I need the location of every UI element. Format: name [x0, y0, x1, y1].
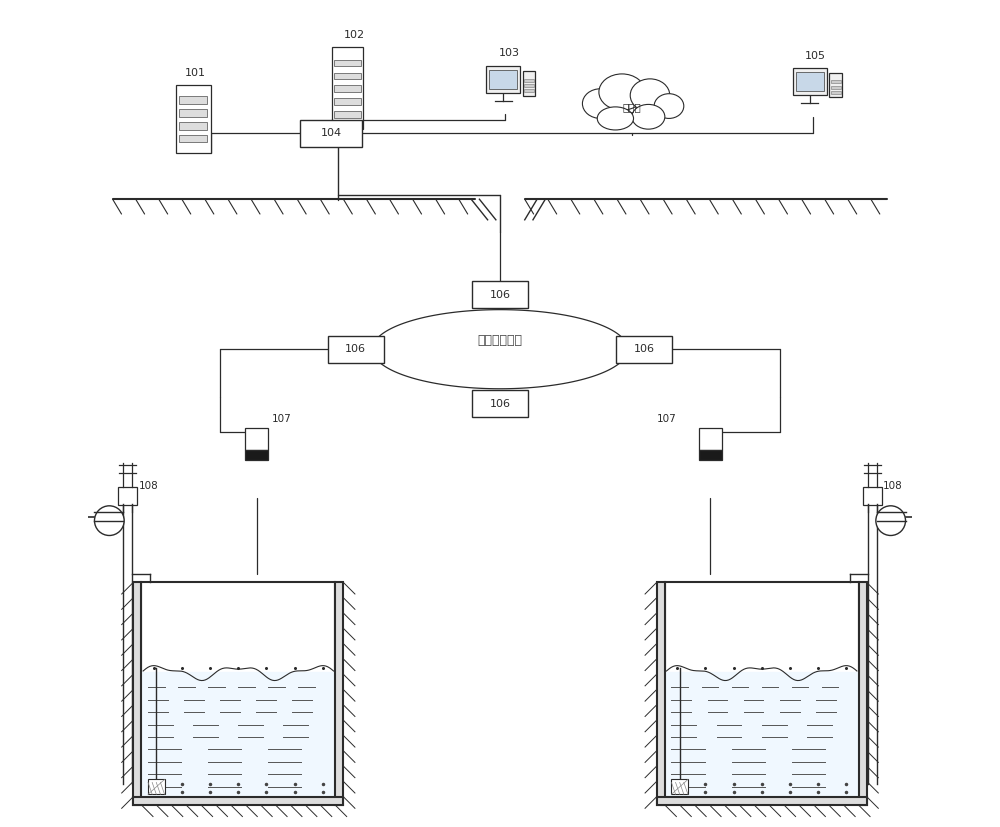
Circle shape	[94, 506, 124, 536]
Bar	[671, 780, 688, 794]
Text: 108: 108	[139, 481, 159, 491]
Bar	[335, 582, 343, 805]
Text: 106: 106	[490, 289, 511, 300]
Bar	[657, 582, 665, 805]
Bar	[829, 73, 842, 98]
Bar	[523, 71, 535, 96]
Ellipse shape	[654, 93, 684, 118]
Circle shape	[876, 506, 906, 536]
Bar	[179, 122, 207, 130]
Ellipse shape	[597, 107, 634, 130]
Bar	[486, 66, 520, 93]
Ellipse shape	[630, 79, 670, 112]
Text: 102: 102	[343, 31, 365, 41]
Bar	[118, 487, 137, 505]
Bar	[179, 135, 207, 142]
Text: 互联网: 互联网	[623, 102, 641, 112]
Bar	[334, 85, 361, 92]
Bar	[489, 70, 517, 89]
Bar	[863, 487, 882, 505]
Bar	[179, 96, 207, 104]
Bar	[334, 111, 361, 117]
Bar	[334, 73, 361, 79]
Bar	[796, 72, 824, 91]
Text: 104: 104	[320, 128, 342, 138]
Bar	[334, 98, 361, 105]
Bar	[300, 120, 362, 147]
Bar	[148, 780, 165, 794]
Bar	[699, 450, 722, 460]
Text: 107: 107	[272, 414, 291, 423]
Bar	[245, 450, 268, 460]
Ellipse shape	[632, 104, 665, 129]
Bar	[831, 85, 841, 88]
Bar	[859, 582, 867, 805]
Bar	[524, 89, 534, 92]
Bar	[616, 336, 672, 363]
Text: 105: 105	[805, 51, 826, 61]
Ellipse shape	[599, 74, 645, 110]
Bar	[133, 796, 343, 805]
Bar	[141, 582, 335, 796]
Bar	[472, 281, 528, 308]
Bar	[133, 582, 141, 805]
Bar	[334, 60, 361, 66]
Text: 106: 106	[490, 399, 511, 409]
Text: 矿用以太环网: 矿用以太环网	[478, 334, 522, 347]
Text: 107: 107	[657, 414, 676, 423]
Bar	[793, 68, 827, 94]
Bar	[332, 46, 363, 129]
Bar	[179, 109, 207, 117]
Text: 106: 106	[345, 344, 366, 354]
Bar	[524, 79, 534, 82]
Bar	[472, 390, 528, 417]
Bar	[657, 796, 867, 805]
Text: 108: 108	[882, 481, 902, 491]
Bar	[524, 84, 534, 87]
Bar	[176, 85, 211, 153]
Ellipse shape	[582, 88, 619, 118]
Bar	[831, 80, 841, 84]
Text: 106: 106	[634, 344, 655, 354]
Text: 103: 103	[498, 48, 519, 58]
Bar	[665, 582, 859, 796]
Bar	[699, 428, 722, 450]
Bar	[328, 336, 384, 363]
Text: 101: 101	[185, 69, 206, 79]
Bar	[245, 428, 268, 450]
Bar	[831, 91, 841, 93]
